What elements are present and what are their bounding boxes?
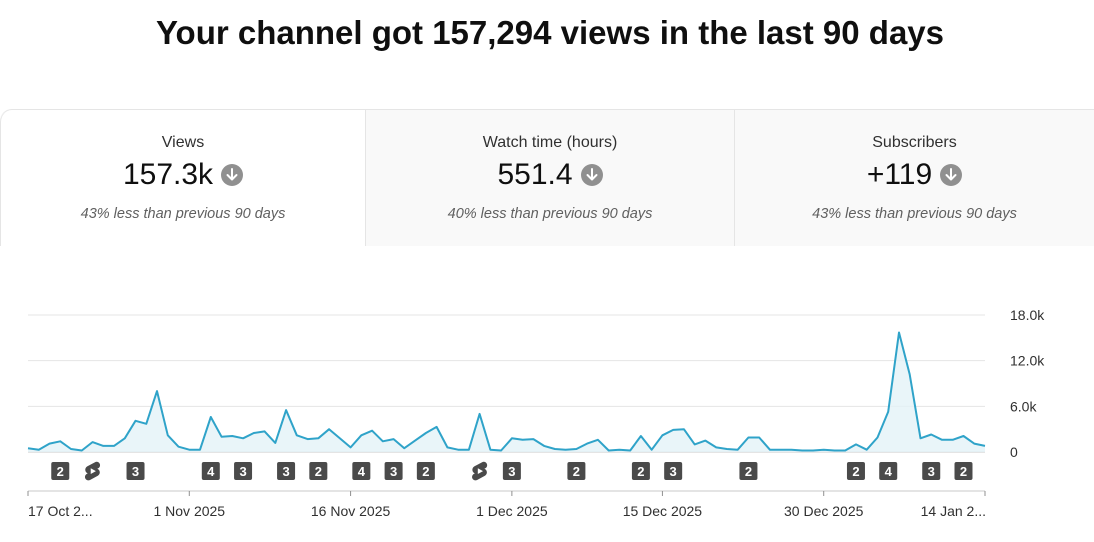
upload-count-label: 3 [508,464,515,479]
upload-count-badge [416,462,435,480]
upload-count-label: 3 [670,464,677,479]
chart-x-axis: 17 Oct 2... 1 Nov 2025 16 Nov 2025 1 Dec 20… [27,490,986,519]
views-chart-svg: 2 3 4 3 3 2 4 3 2 3 2 2 3 2 2 4 3 2 17 Oct 2... 1 Nov 2025… [27,307,1045,519]
upload-count-label: 2 [960,464,967,479]
upload-count-badge [51,462,70,480]
upload-count-label: 2 [573,464,580,479]
upload-count-badge [631,462,650,480]
y-tick-label: 6.0k [1010,398,1037,414]
metric-card-watch-time[interactable]: Watch time (hours) 551.4 40% less than p… [366,110,735,246]
metric-comparison: 43% less than previous 90 days [80,206,286,222]
shorts-play [90,468,96,474]
upload-count-badge [234,462,253,480]
upload-count-label: 3 [390,464,397,479]
upload-count-label: 4 [207,464,215,479]
x-tick-label: 15 Dec 2025 [623,503,703,519]
metric-label: Subscribers [872,134,957,151]
upload-count-label: 2 [422,464,429,479]
y-tick-label: 12.0k [1010,353,1045,369]
upload-count-label: 2 [745,464,752,479]
chart-gridlines [28,314,985,453]
x-tick-label: 30 Dec 2025 [784,503,864,519]
views-series-line [27,331,986,452]
x-tick-label: 16 Nov 2025 [311,503,391,519]
arrow-down-circle-icon [580,164,603,186]
arrow-down-circle-icon [221,164,244,186]
upload-count-badge [201,462,220,480]
metric-card-subscribers[interactable]: Subscribers +119 43% less than previous … [735,110,1094,246]
chart-y-axis: 0 6.0k 12.0k 18.0k [1010,307,1045,460]
x-tick-label: 1 Nov 2025 [153,503,225,519]
upload-count-label: 3 [132,464,139,479]
upload-count-badge [309,462,328,480]
upload-count-badge [879,462,898,480]
x-tick-label: 17 Oct 2... [28,503,93,519]
y-tick-label: 18.0k [1010,307,1045,323]
upload-count-label: 4 [885,464,893,479]
upload-count-label: 2 [57,464,64,479]
metric-value: +119 [866,158,933,191]
upload-count-label: 4 [358,464,366,479]
upload-count-badge [277,462,296,480]
chart-markers: 2 3 4 3 3 2 4 3 2 3 2 2 3 2 2 4 3 2 [51,461,973,481]
upload-count-label: 2 [315,464,322,479]
views-area-fill [28,332,985,452]
upload-count-label: 3 [928,464,935,479]
x-tick-label: 14 Jan 2... [921,503,986,519]
views-chart: 2 3 4 3 3 2 4 3 2 3 2 2 3 2 2 4 3 2 17 Oct 2... 1 Nov 2025… [0,290,1094,542]
metric-card-views[interactable]: Views 157.3k 43% less than previous 90 d… [0,110,366,246]
metric-value: 551.4 [497,158,573,191]
metric-cards: Views 157.3k 43% less than previous 90 d… [0,109,1094,246]
upload-count-label: 3 [239,464,246,479]
shorts-icon [84,461,101,481]
upload-count-badge [502,462,521,480]
upload-count-badge [384,462,403,480]
upload-count-badge [922,462,941,480]
chart-area [27,331,986,452]
shorts-play [477,468,484,474]
upload-count-badge [739,462,758,480]
y-tick-label: 0 [1010,444,1018,460]
upload-count-label: 3 [282,464,289,479]
x-tick-label: 1 Dec 2025 [476,503,548,519]
upload-count-badge [126,462,145,480]
upload-count-badge [846,462,865,480]
upload-count-badge [664,462,683,480]
metric-label: Views [161,134,205,151]
upload-count-badge [954,462,973,480]
page-headline: Your channel got 157,294 views in the la… [155,14,945,51]
upload-count-label: 2 [637,464,644,479]
shorts-icon [472,461,488,481]
metric-label: Watch time (hours) [482,134,618,151]
arrow-down-circle-icon [940,164,963,186]
metric-value: 157.3k [122,158,214,191]
metric-comparison: 40% less than previous 90 days [447,206,653,222]
upload-count-label: 2 [852,464,859,479]
upload-count-badge [352,462,371,480]
metric-comparison: 43% less than previous 90 days [812,206,1017,222]
upload-count-badge [567,462,586,480]
